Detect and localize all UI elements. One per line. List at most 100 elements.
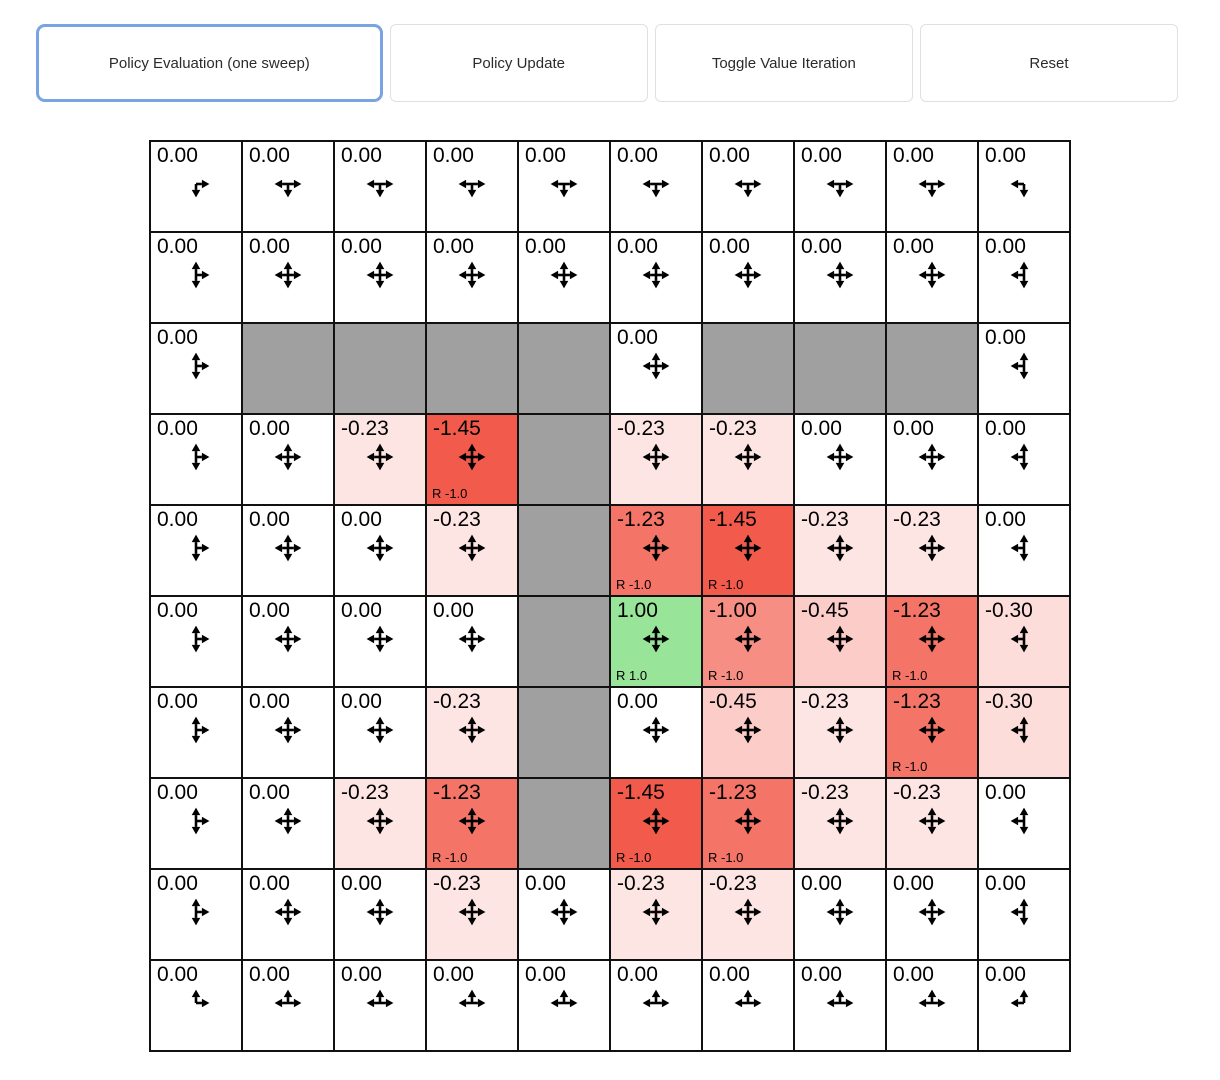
grid-cell[interactable]: 0.00 (242, 687, 334, 778)
grid-cell[interactable]: 0.00 (150, 687, 242, 778)
wall-cell[interactable] (518, 414, 610, 505)
grid-cell[interactable]: 0.00 (610, 323, 702, 414)
grid-cell[interactable]: -0.23 (610, 869, 702, 960)
wall-cell[interactable] (886, 323, 978, 414)
grid-cell[interactable]: 0.00 (150, 232, 242, 323)
grid-cell[interactable]: 0.00 (426, 141, 518, 232)
wall-cell[interactable] (702, 323, 794, 414)
grid-cell[interactable]: 0.00 (242, 505, 334, 596)
grid-cell[interactable]: -0.23 (702, 414, 794, 505)
grid-cell[interactable]: -0.23 (794, 778, 886, 869)
grid-cell[interactable]: -1.45 R -1.0 (610, 778, 702, 869)
grid-cell[interactable]: -0.23 (334, 778, 426, 869)
grid-cell[interactable]: 0.00 (334, 687, 426, 778)
grid-cell[interactable]: -0.23 (702, 869, 794, 960)
grid-cell[interactable]: 0.00 (886, 869, 978, 960)
grid-cell[interactable]: -0.45 (794, 596, 886, 687)
wall-cell[interactable] (518, 323, 610, 414)
grid-cell[interactable]: 0.00 (242, 960, 334, 1051)
grid-cell[interactable]: 0.00 (150, 141, 242, 232)
grid-cell[interactable]: 0.00 (334, 505, 426, 596)
grid-cell[interactable]: 0.00 (702, 232, 794, 323)
grid-cell[interactable]: 0.00 (334, 141, 426, 232)
grid-cell[interactable]: -1.23 R -1.0 (610, 505, 702, 596)
grid-cell[interactable]: 0.00 (150, 960, 242, 1051)
grid-cell[interactable]: 0.00 (242, 232, 334, 323)
policy-update-button[interactable]: Policy Update (389, 24, 648, 102)
reset-button[interactable]: Reset (919, 24, 1179, 102)
grid-cell[interactable]: -0.45 (702, 687, 794, 778)
grid-cell[interactable]: 0.00 (886, 232, 978, 323)
grid-cell[interactable]: -1.45 R -1.0 (426, 414, 518, 505)
grid-cell[interactable]: 0.00 (794, 141, 886, 232)
grid-cell[interactable]: -0.30 (978, 687, 1070, 778)
grid-cell[interactable]: 0.00 (334, 232, 426, 323)
grid-cell[interactable]: 0.00 (518, 960, 610, 1051)
grid-cell[interactable]: -1.23 R -1.0 (426, 778, 518, 869)
grid-cell[interactable]: -0.23 (610, 414, 702, 505)
grid-cell[interactable]: 0.00 (150, 323, 242, 414)
grid-cell[interactable]: 0.00 (334, 960, 426, 1051)
grid-cell[interactable]: 0.00 (702, 960, 794, 1051)
policy-evaluation-button[interactable]: Policy Evaluation (one sweep) (36, 24, 383, 102)
grid-cell[interactable]: -1.45 R -1.0 (702, 505, 794, 596)
wall-cell[interactable] (518, 687, 610, 778)
wall-cell[interactable] (794, 323, 886, 414)
grid-cell[interactable]: 0.00 (794, 232, 886, 323)
grid-cell[interactable]: 0.00 (886, 414, 978, 505)
grid-cell[interactable]: 0.00 (978, 232, 1070, 323)
grid-cell[interactable]: 1.00 R 1.0 (610, 596, 702, 687)
grid-cell[interactable]: 0.00 (978, 414, 1070, 505)
grid-cell[interactable]: 0.00 (150, 414, 242, 505)
grid-cell[interactable]: 0.00 (978, 141, 1070, 232)
grid-cell[interactable]: 0.00 (610, 232, 702, 323)
grid-cell[interactable]: 0.00 (610, 141, 702, 232)
grid-cell[interactable]: 0.00 (978, 505, 1070, 596)
wall-cell[interactable] (334, 323, 426, 414)
grid-cell[interactable]: -0.23 (886, 778, 978, 869)
grid-cell[interactable]: 0.00 (150, 505, 242, 596)
wall-cell[interactable] (426, 323, 518, 414)
grid-cell[interactable]: 0.00 (794, 414, 886, 505)
grid-cell[interactable]: 0.00 (334, 596, 426, 687)
grid-cell[interactable]: 0.00 (886, 141, 978, 232)
grid-cell[interactable]: 0.00 (242, 596, 334, 687)
wall-cell[interactable] (242, 323, 334, 414)
grid-cell[interactable]: 0.00 (334, 869, 426, 960)
grid-cell[interactable]: 0.00 (242, 778, 334, 869)
wall-cell[interactable] (518, 596, 610, 687)
grid-cell[interactable]: 0.00 (150, 869, 242, 960)
grid-cell[interactable]: 0.00 (610, 687, 702, 778)
grid-cell[interactable]: 0.00 (426, 596, 518, 687)
grid-cell[interactable]: 0.00 (794, 960, 886, 1051)
grid-cell[interactable]: -1.23 R -1.0 (702, 778, 794, 869)
grid-cell[interactable]: -1.00 R -1.0 (702, 596, 794, 687)
wall-cell[interactable] (518, 505, 610, 596)
grid-cell[interactable]: 0.00 (242, 414, 334, 505)
grid-cell[interactable]: -0.23 (794, 505, 886, 596)
grid-cell[interactable]: -0.23 (426, 505, 518, 596)
grid-cell[interactable]: 0.00 (242, 869, 334, 960)
toggle-value-iteration-button[interactable]: Toggle Value Iteration (654, 24, 913, 102)
grid-cell[interactable]: 0.00 (978, 960, 1070, 1051)
grid-cell[interactable]: 0.00 (978, 778, 1070, 869)
grid-cell[interactable]: -1.23 R -1.0 (886, 687, 978, 778)
grid-cell[interactable]: -0.23 (426, 687, 518, 778)
wall-cell[interactable] (518, 778, 610, 869)
grid-cell[interactable]: -1.23 R -1.0 (886, 596, 978, 687)
grid-cell[interactable]: 0.00 (150, 596, 242, 687)
grid-cell[interactable]: 0.00 (886, 960, 978, 1051)
grid-cell[interactable]: 0.00 (794, 869, 886, 960)
grid-cell[interactable]: 0.00 (426, 232, 518, 323)
grid-cell[interactable]: -0.23 (794, 687, 886, 778)
grid-cell[interactable]: 0.00 (518, 232, 610, 323)
grid-cell[interactable]: 0.00 (610, 960, 702, 1051)
grid-cell[interactable]: 0.00 (242, 141, 334, 232)
grid-cell[interactable]: 0.00 (518, 141, 610, 232)
grid-cell[interactable]: -0.23 (886, 505, 978, 596)
grid-cell[interactable]: 0.00 (978, 869, 1070, 960)
grid-cell[interactable]: 0.00 (518, 869, 610, 960)
grid-cell[interactable]: 0.00 (426, 960, 518, 1051)
grid-cell[interactable]: 0.00 (150, 778, 242, 869)
grid-cell[interactable]: -0.23 (334, 414, 426, 505)
